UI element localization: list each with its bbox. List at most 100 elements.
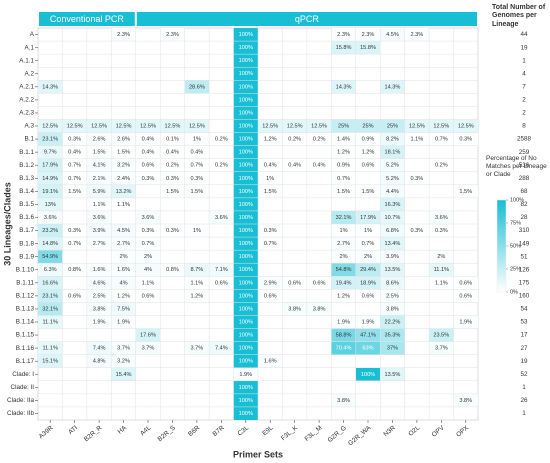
cell: [429, 224, 454, 238]
cell-label: 2.5%: [93, 293, 106, 299]
cell: [111, 250, 136, 264]
cell: [429, 341, 454, 355]
cell-label: 12.5%: [116, 123, 132, 129]
cell: [233, 132, 258, 146]
cell: [38, 224, 63, 238]
cell-label: 0.7%: [191, 163, 204, 169]
cell-label: 18.1%: [385, 150, 401, 156]
cell-label: 3.6%: [93, 215, 106, 221]
cell-label: 2.7%: [93, 241, 106, 247]
y-tick-label: B.1.4: [19, 188, 34, 195]
cell-label: 0.6%: [459, 280, 472, 286]
cell-label: 100%: [239, 97, 253, 103]
cell-label: 3.8%: [93, 306, 106, 312]
total-label: 259: [519, 149, 530, 156]
cell: [62, 171, 87, 185]
x-tick-label: A4L: [139, 424, 153, 437]
cell-label: 7.1%: [215, 267, 228, 273]
cell-label: 1.6%: [93, 267, 106, 273]
cell: [184, 184, 210, 198]
cell: [380, 210, 405, 224]
cell: [453, 132, 478, 146]
cell-label: 12.5%: [189, 123, 205, 129]
cell: [355, 289, 381, 303]
cell: [86, 237, 112, 251]
cell-label: 7.4%: [215, 346, 228, 352]
cell: [86, 289, 112, 303]
cell-label: 1.1%: [191, 280, 204, 286]
cell: [258, 224, 283, 238]
cell: [453, 276, 478, 290]
cell-label: 2.7%: [117, 241, 130, 247]
y-tick-label: B.1.2: [19, 162, 34, 169]
cell: [38, 341, 63, 355]
cell-label: 100%: [239, 228, 253, 234]
cell: [233, 341, 258, 355]
cell: [86, 276, 112, 290]
cell-label: 100%: [361, 372, 375, 378]
cell: [380, 132, 405, 146]
cell-label: 0.3%: [68, 137, 81, 143]
cell: [429, 158, 454, 172]
cell: [331, 393, 356, 407]
cell-label: 0.3%: [142, 176, 155, 182]
cell: [86, 197, 112, 211]
cell: [62, 289, 87, 303]
cell-label: 1.2%: [117, 293, 130, 299]
cell-label: 32.1%: [42, 306, 58, 312]
cell: [331, 237, 356, 251]
cell: [233, 276, 258, 290]
total-label: 1: [522, 384, 526, 391]
cell: [209, 341, 234, 355]
cell: [331, 315, 356, 329]
cell-label: 70.4%: [336, 346, 352, 352]
total-label: 536: [519, 162, 530, 169]
cell: [233, 28, 258, 42]
cell: [135, 132, 161, 146]
cell: [111, 197, 136, 211]
cell-label: 12.5%: [140, 123, 156, 129]
cell-label: 100%: [239, 123, 253, 129]
cell-label: 17.9%: [360, 215, 376, 221]
cell: [380, 145, 405, 159]
cell: [380, 263, 405, 277]
cell-label: 2.3%: [337, 32, 350, 38]
x-tick-label: B2R_S: [157, 424, 178, 443]
cell: [380, 171, 405, 185]
cell: [233, 302, 258, 316]
cell: [86, 145, 112, 159]
cell-label: 10.7%: [385, 215, 401, 221]
cell-label: 5.2%: [386, 176, 399, 182]
cell: [380, 302, 405, 316]
cell: [233, 380, 258, 394]
cell: [380, 80, 405, 94]
cell-label: 100%: [239, 254, 253, 260]
cell-label: 2.4%: [117, 176, 130, 182]
cell: [86, 224, 112, 238]
cell-label: 11.1%: [434, 267, 449, 273]
cell-label: 100%: [239, 137, 253, 143]
cell: [282, 119, 307, 133]
cell-label: 8.7%: [191, 267, 204, 273]
y-tick-label: B.1.16: [16, 345, 35, 352]
cell-label: 0.4%: [288, 163, 301, 169]
cell: [306, 119, 332, 133]
x-tick-label: OPX: [455, 424, 471, 439]
cell-label: 3.8%: [386, 306, 399, 312]
cell: [380, 341, 405, 355]
cell-label: 100%: [239, 411, 253, 417]
cell-label: 12.5%: [262, 123, 278, 129]
total-label: 4: [522, 70, 526, 77]
cell: [258, 184, 283, 198]
cell: [209, 132, 234, 146]
cell: [135, 289, 161, 303]
cell: [160, 119, 185, 133]
cell-label: 1.1%: [142, 280, 155, 286]
cell-label: 16.3%: [385, 202, 401, 208]
cell: [184, 276, 210, 290]
cell-label: 0.3%: [411, 176, 424, 182]
cell-label: 1.5%: [191, 189, 204, 195]
cell-label: 23.2%: [42, 228, 58, 234]
cell-label: 100%: [239, 280, 253, 286]
x-tick-label: ATI: [67, 424, 79, 436]
